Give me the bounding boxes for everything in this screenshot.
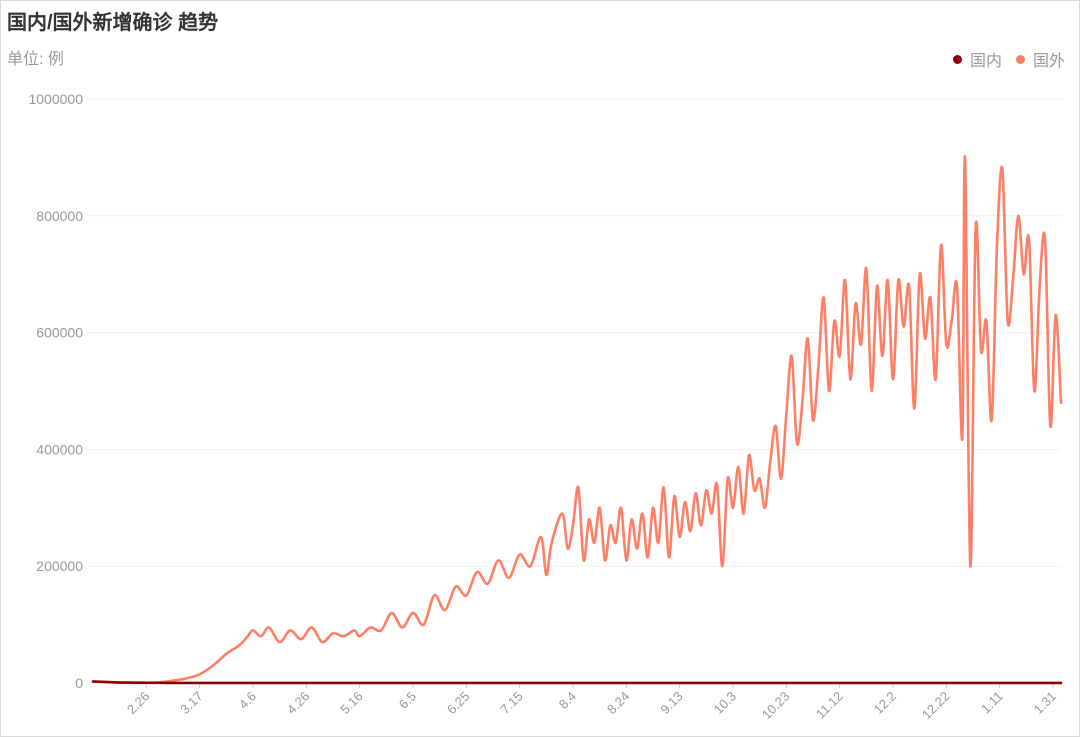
legend: 国内 国外	[952, 47, 1065, 71]
series-line-foreign	[91, 155, 1063, 685]
x-tick-label: 9.13	[657, 689, 686, 718]
x-tick-label: 10.3	[711, 689, 740, 718]
x-tick-label: 1.11	[978, 689, 1006, 717]
legend-dot-domestic	[952, 54, 962, 64]
series-line-domestic	[91, 680, 1063, 685]
x-tick-label: 6.5	[396, 689, 419, 712]
x-tick-label: 2.26	[124, 689, 153, 718]
x-tick-label: 1.31	[1031, 689, 1060, 718]
x-tick-label: 11.12	[813, 689, 846, 722]
y-tick-label: 0	[75, 675, 83, 691]
x-tick-label: 6.25	[444, 689, 473, 718]
unit-label: 单位: 例	[7, 51, 64, 68]
x-tick-label: 12.22	[919, 689, 953, 723]
chart-title: 国内/国外新增确诊 趋势	[7, 12, 219, 34]
y-tick-label: 400000	[36, 441, 83, 457]
legend-item-domestic[interactable]: 国内	[952, 47, 1002, 71]
y-tick-label: 200000	[36, 558, 83, 574]
legend-label-foreign: 国外	[1032, 53, 1065, 70]
x-tick-label: 7.15	[497, 689, 526, 718]
x-tick-label: 3.17	[177, 689, 206, 718]
x-tick-label: 5.16	[337, 689, 366, 718]
y-tick-label: 1000000	[28, 91, 83, 107]
x-tick-label: 8.24	[604, 689, 633, 718]
x-tick-label: 8.4	[556, 689, 579, 712]
x-tick-label: 4.6	[236, 689, 259, 712]
y-tick-label: 600000	[36, 325, 83, 341]
legend-label-domestic: 国内	[969, 53, 1002, 70]
legend-dot-foreign	[1015, 54, 1025, 64]
x-tick-label: 4.26	[284, 689, 313, 718]
x-tick-label: 10.23	[759, 689, 793, 723]
x-tick-label: 12.2	[871, 689, 900, 718]
y-tick-label: 800000	[36, 208, 83, 224]
legend-item-foreign[interactable]: 国外	[1015, 47, 1065, 71]
